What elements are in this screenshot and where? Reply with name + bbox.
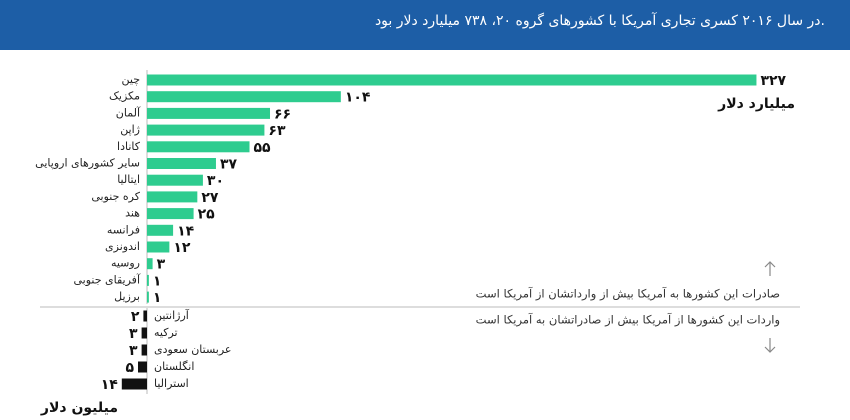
bar — [147, 191, 198, 203]
bar — [147, 107, 271, 119]
bar — [147, 208, 194, 220]
value-label: ۲ — [131, 309, 140, 325]
category-label: سایر کشورهای اروپایی — [35, 157, 140, 170]
unit-label: میلیارد دلار — [717, 96, 795, 112]
bar — [147, 241, 170, 253]
category-label: آفریقای جنوبی — [74, 272, 141, 286]
value-label: ۱۰۴ — [345, 90, 371, 106]
header-band — [0, 0, 850, 50]
category-label: مکزیک — [109, 90, 140, 103]
value-label: ۱۴ — [177, 223, 195, 239]
category-label: برزیل — [114, 290, 140, 303]
value-label: ۳۷ — [220, 157, 238, 173]
category-label: فرانسه — [107, 223, 140, 236]
bar — [147, 291, 149, 303]
category-label: هند — [125, 207, 140, 220]
category-label: ژاپن — [120, 123, 140, 136]
bar — [147, 258, 153, 270]
category-label: چین — [122, 73, 141, 86]
category-label: آلمان — [116, 105, 141, 119]
bar — [147, 124, 265, 136]
arrow-up — [764, 261, 776, 276]
value-label: ۱۲ — [173, 240, 191, 256]
value-label: ۳۲۷ — [760, 73, 786, 89]
value-label: ۵۵ — [254, 140, 272, 156]
category-label: عربستان سعودی — [154, 343, 231, 356]
category-label: استرالیا — [154, 377, 189, 390]
category-label: ایتالیا — [117, 173, 140, 186]
value-label: ۳۰ — [207, 173, 224, 189]
value-label: ۶۳ — [268, 123, 286, 139]
value-label: ۵ — [125, 360, 134, 376]
bar — [147, 158, 216, 169]
arrow-down — [764, 338, 776, 353]
value-label: ۲۷ — [201, 190, 219, 206]
annotation: واردات این کشورها از آمریکا بیش از صادرا… — [476, 313, 780, 328]
category-label: کره جنوبی — [91, 190, 140, 203]
bar — [147, 91, 341, 103]
bar — [141, 327, 147, 339]
category-label: کانادا — [117, 140, 141, 153]
unit-label: میلیون دلار — [40, 400, 118, 416]
value-label: ۳ — [129, 326, 138, 342]
value-label: ۱۴ — [101, 377, 119, 393]
value-label: ۳ — [129, 343, 138, 359]
value-label: ۶۶ — [274, 106, 291, 122]
category-label: انگلستان — [154, 360, 194, 373]
annotation: صادرات این کشورها به آمریکا بیش از واردا… — [476, 287, 780, 302]
bar — [147, 274, 149, 286]
header-title: در سال ۲۰۱۶ کسری تجاری آمریکا با کشورهای… — [375, 12, 825, 29]
bar — [143, 310, 147, 322]
bar — [121, 378, 147, 390]
bar — [147, 224, 174, 236]
value-label: ۳ — [157, 257, 166, 273]
bar — [138, 361, 147, 373]
category-label: ترکیه — [154, 326, 178, 339]
bar — [147, 174, 203, 186]
value-label: ۱ — [153, 290, 162, 306]
value-label: ۱ — [153, 273, 162, 289]
bar — [147, 74, 757, 86]
category-label: روسیه — [111, 257, 140, 270]
category-label: آرژانتین — [154, 308, 190, 322]
category-label: اندونزی — [105, 240, 140, 253]
value-label: ۲۵ — [198, 207, 216, 223]
bar — [141, 344, 147, 356]
bar — [147, 141, 250, 153]
